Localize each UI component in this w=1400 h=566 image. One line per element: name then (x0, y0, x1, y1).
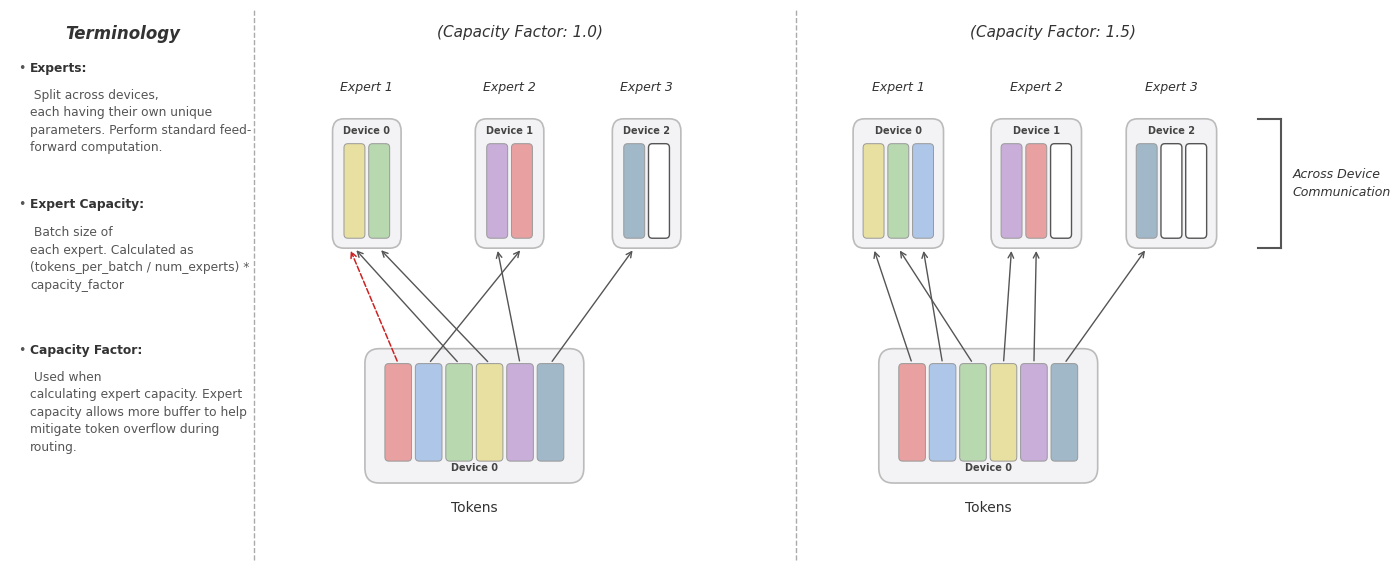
Text: Expert 3: Expert 3 (1145, 81, 1198, 94)
FancyBboxPatch shape (487, 144, 508, 238)
FancyBboxPatch shape (476, 363, 503, 461)
Text: Split across devices,
each having their own unique
parameters. Perform standard : Split across devices, each having their … (29, 89, 252, 155)
FancyBboxPatch shape (1050, 144, 1071, 238)
FancyBboxPatch shape (416, 363, 442, 461)
FancyBboxPatch shape (333, 119, 400, 248)
Text: Device 1: Device 1 (1012, 126, 1060, 136)
FancyBboxPatch shape (879, 349, 1098, 483)
Text: Device 0: Device 0 (875, 126, 921, 136)
Text: Experts:: Experts: (29, 62, 87, 75)
FancyBboxPatch shape (862, 144, 883, 238)
Text: Used when
calculating expert capacity. Expert
capacity allows more buffer to hel: Used when calculating expert capacity. E… (29, 371, 246, 453)
FancyBboxPatch shape (1021, 363, 1047, 461)
FancyBboxPatch shape (1161, 144, 1182, 238)
Text: Device 0: Device 0 (451, 463, 498, 473)
FancyBboxPatch shape (1051, 363, 1078, 461)
Text: Expert 2: Expert 2 (1009, 81, 1063, 94)
Text: Expert 1: Expert 1 (872, 81, 925, 94)
FancyBboxPatch shape (1186, 144, 1207, 238)
FancyBboxPatch shape (853, 119, 944, 248)
Text: Across Device
Communication: Across Device Communication (1292, 168, 1392, 199)
Text: Expert Capacity:: Expert Capacity: (29, 199, 144, 212)
FancyBboxPatch shape (612, 119, 680, 248)
Text: Capacity Factor:: Capacity Factor: (29, 344, 143, 357)
Text: Device 2: Device 2 (623, 126, 671, 136)
FancyBboxPatch shape (1137, 144, 1158, 238)
FancyBboxPatch shape (365, 349, 584, 483)
FancyBboxPatch shape (1126, 119, 1217, 248)
FancyBboxPatch shape (930, 363, 956, 461)
Text: Expert 2: Expert 2 (483, 81, 536, 94)
FancyBboxPatch shape (507, 363, 533, 461)
FancyBboxPatch shape (385, 363, 412, 461)
Text: Device 2: Device 2 (1148, 126, 1196, 136)
FancyBboxPatch shape (888, 144, 909, 238)
FancyBboxPatch shape (991, 119, 1082, 248)
Text: Batch size of
each expert. Calculated as
(tokens_per_batch / num_experts) *
capa: Batch size of each expert. Calculated as… (29, 226, 249, 292)
FancyBboxPatch shape (476, 119, 543, 248)
Text: •: • (18, 344, 25, 357)
Text: •: • (18, 62, 25, 75)
Text: (Capacity Factor: 1.5): (Capacity Factor: 1.5) (970, 25, 1135, 40)
FancyBboxPatch shape (538, 363, 564, 461)
Text: Expert 3: Expert 3 (620, 81, 673, 94)
FancyBboxPatch shape (445, 363, 472, 461)
FancyBboxPatch shape (624, 144, 644, 238)
FancyBboxPatch shape (368, 144, 389, 238)
FancyBboxPatch shape (344, 144, 365, 238)
FancyBboxPatch shape (913, 144, 934, 238)
Text: Terminology: Terminology (66, 25, 181, 43)
FancyBboxPatch shape (648, 144, 669, 238)
FancyBboxPatch shape (511, 144, 532, 238)
Text: Device 1: Device 1 (486, 126, 533, 136)
Text: Device 0: Device 0 (343, 126, 391, 136)
Text: Tokens: Tokens (965, 501, 1012, 515)
Text: •: • (18, 199, 25, 212)
FancyBboxPatch shape (990, 363, 1016, 461)
FancyBboxPatch shape (1001, 144, 1022, 238)
FancyBboxPatch shape (899, 363, 925, 461)
FancyBboxPatch shape (959, 363, 987, 461)
Text: Tokens: Tokens (451, 501, 497, 515)
FancyBboxPatch shape (1026, 144, 1047, 238)
Text: Expert 1: Expert 1 (340, 81, 393, 94)
Text: (Capacity Factor: 1.0): (Capacity Factor: 1.0) (437, 25, 603, 40)
Text: Device 0: Device 0 (965, 463, 1012, 473)
